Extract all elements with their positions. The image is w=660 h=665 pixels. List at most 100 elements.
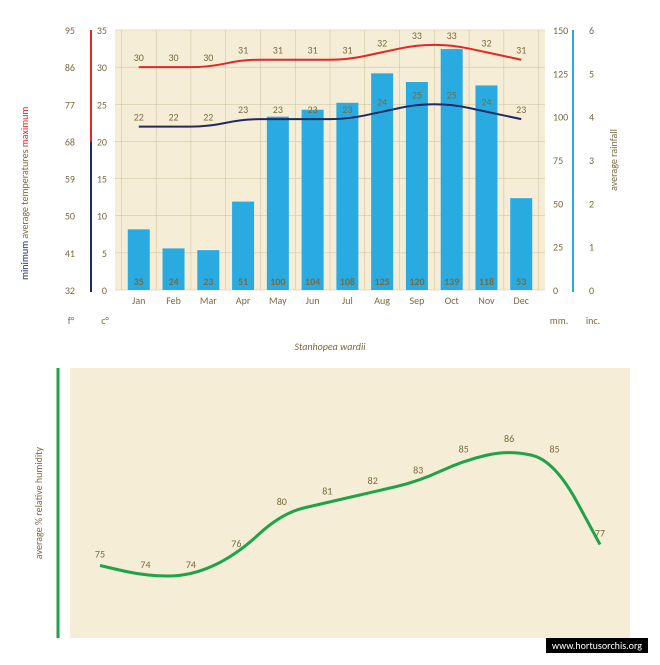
svg-text:35: 35	[97, 24, 107, 37]
svg-text:0: 0	[553, 284, 558, 297]
svg-text:25: 25	[97, 98, 107, 111]
svg-text:0: 0	[589, 284, 594, 297]
rainfall-bar	[336, 103, 358, 290]
svg-text:53: 53	[516, 275, 526, 288]
svg-text:150: 150	[553, 24, 568, 37]
svg-text:33: 33	[447, 29, 457, 42]
svg-text:50: 50	[65, 210, 75, 223]
svg-text:32: 32	[377, 36, 387, 49]
svg-text:30: 30	[203, 51, 213, 64]
svg-text:f°: f°	[68, 314, 75, 327]
svg-text:average rainfall: average rainfall	[607, 129, 620, 191]
svg-text:74: 74	[186, 558, 196, 571]
svg-text:23: 23	[342, 103, 352, 116]
svg-text:23: 23	[308, 103, 318, 116]
svg-text:22: 22	[168, 111, 178, 124]
svg-text:0: 0	[102, 284, 107, 297]
chart2-bg	[70, 368, 630, 638]
svg-text:35: 35	[134, 275, 144, 288]
svg-text:1: 1	[589, 241, 594, 254]
svg-text:31: 31	[516, 44, 526, 57]
svg-text:81: 81	[322, 485, 332, 498]
svg-text:3: 3	[589, 154, 594, 167]
svg-text:76: 76	[231, 537, 241, 550]
svg-text:Oct: Oct	[445, 294, 460, 307]
svg-text:24: 24	[168, 275, 178, 288]
svg-text:125: 125	[375, 275, 390, 288]
svg-text:minimum average temperatures m: minimum average temperatures maximum	[18, 107, 31, 280]
svg-text:77: 77	[65, 98, 75, 111]
svg-text:108: 108	[340, 275, 355, 288]
svg-text:22: 22	[203, 111, 213, 124]
svg-text:50: 50	[553, 197, 563, 210]
svg-text:Jun: Jun	[306, 294, 320, 307]
svg-text:inc.: inc.	[586, 314, 600, 327]
svg-text:25: 25	[553, 241, 563, 254]
svg-text:59: 59	[65, 173, 75, 186]
svg-text:23: 23	[516, 103, 526, 116]
rainfall-bar	[406, 82, 428, 290]
svg-text:41: 41	[65, 247, 75, 260]
svg-text:125: 125	[553, 67, 568, 80]
humidity-axis-label: average % relative humidity	[32, 446, 45, 559]
svg-text:82: 82	[368, 474, 378, 487]
rainfall-bar	[475, 85, 497, 290]
svg-text:32: 32	[481, 36, 491, 49]
svg-text:23: 23	[203, 275, 213, 288]
svg-text:118: 118	[479, 275, 494, 288]
svg-text:120: 120	[409, 275, 424, 288]
svg-text:23: 23	[273, 103, 283, 116]
svg-text:95: 95	[65, 24, 75, 37]
svg-text:23: 23	[238, 103, 248, 116]
svg-text:24: 24	[481, 96, 491, 109]
svg-text:6: 6	[589, 24, 594, 37]
svg-text:33: 33	[412, 29, 422, 42]
svg-text:74: 74	[140, 558, 150, 571]
svg-text:5: 5	[102, 247, 107, 260]
svg-text:77: 77	[595, 527, 605, 540]
svg-text:2: 2	[589, 197, 594, 210]
svg-text:85: 85	[549, 443, 559, 456]
svg-text:31: 31	[273, 44, 283, 57]
svg-text:15: 15	[97, 173, 107, 186]
rainfall-bar	[441, 49, 463, 290]
svg-text:Jul: Jul	[342, 294, 353, 307]
svg-text:83: 83	[413, 464, 423, 477]
svg-text:May: May	[269, 294, 287, 307]
svg-text:5: 5	[589, 67, 594, 80]
svg-text:20: 20	[97, 135, 107, 148]
climate-figure: 3524235110010410812512013911853303030313…	[0, 0, 660, 660]
svg-text:139: 139	[444, 275, 459, 288]
svg-text:30: 30	[168, 51, 178, 64]
rainfall-bar	[267, 117, 289, 290]
watermark: www.hortusorchis.org	[546, 638, 648, 653]
svg-text:Aug: Aug	[374, 294, 390, 307]
svg-text:4: 4	[589, 111, 594, 124]
svg-text:Mar: Mar	[200, 294, 217, 307]
svg-text:31: 31	[342, 44, 352, 57]
svg-text:Dec: Dec	[514, 294, 530, 307]
rainfall-bar	[302, 110, 324, 290]
svg-text:104: 104	[305, 275, 320, 288]
svg-text:25: 25	[447, 88, 457, 101]
svg-text:Jan: Jan	[132, 294, 145, 307]
svg-text:25: 25	[412, 88, 422, 101]
svg-text:24: 24	[377, 96, 387, 109]
svg-text:Feb: Feb	[166, 294, 181, 307]
chart-title: Stanhopea wardii	[294, 340, 366, 353]
svg-text:Sep: Sep	[410, 294, 425, 307]
svg-text:31: 31	[308, 44, 318, 57]
svg-text:80: 80	[277, 495, 287, 508]
svg-text:100: 100	[553, 111, 568, 124]
svg-text:Nov: Nov	[478, 294, 495, 307]
svg-text:68: 68	[65, 135, 75, 148]
svg-text:51: 51	[238, 275, 248, 288]
svg-text:100: 100	[270, 275, 285, 288]
svg-text:mm.: mm.	[550, 314, 569, 327]
svg-text:22: 22	[134, 111, 144, 124]
svg-text:32: 32	[65, 284, 75, 297]
svg-text:30: 30	[134, 51, 144, 64]
svg-text:31: 31	[238, 44, 248, 57]
svg-text:10: 10	[97, 210, 107, 223]
svg-text:75: 75	[95, 548, 105, 561]
